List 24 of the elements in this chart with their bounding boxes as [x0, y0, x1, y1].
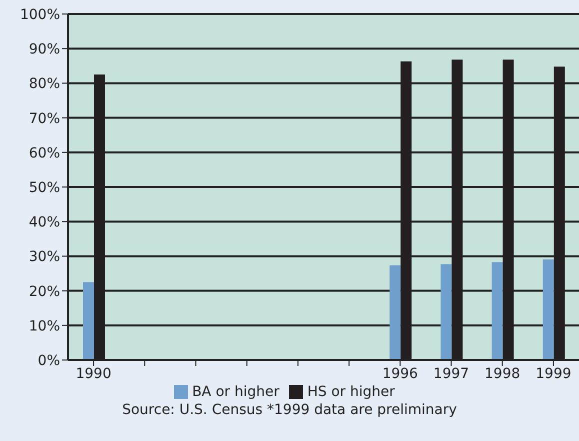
- legend-label: BA or higher: [192, 384, 280, 400]
- y-tick-label: 60%: [28, 145, 60, 162]
- bar: [440, 264, 452, 360]
- y-tick-label: 80%: [28, 76, 60, 92]
- y-tick-label: 10%: [28, 318, 60, 334]
- y-tick-label: 50%: [28, 180, 60, 196]
- bar: [492, 262, 503, 360]
- y-tick-label: 20%: [28, 284, 60, 300]
- y-tick-label: 90%: [28, 42, 60, 58]
- y-tick-label: 70%: [28, 110, 60, 127]
- y-tick-label: 30%: [28, 249, 60, 266]
- y-tick-label: 40%: [28, 214, 60, 231]
- legend-label: HS or higher: [307, 384, 395, 400]
- x-tick-label: 1999: [536, 366, 572, 382]
- bar: [542, 259, 554, 360]
- y-tick-label: 0%: [38, 352, 60, 369]
- x-tick-label: 1990: [76, 366, 112, 382]
- x-tick-label: 1998: [484, 366, 520, 382]
- x-tick-label: 1997: [433, 366, 470, 382]
- bar: [390, 265, 401, 360]
- y-tick-label: 100%: [20, 6, 60, 23]
- source-note: Source: U.S. Census *1999 data are preliminary: [121, 402, 458, 418]
- x-tick-label: 1996: [382, 366, 418, 382]
- bar: [83, 282, 94, 360]
